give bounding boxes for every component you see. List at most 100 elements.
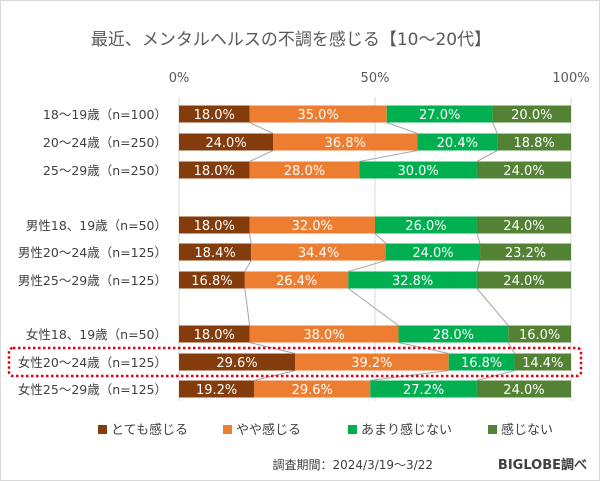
legend-label: とても感じる <box>111 422 188 438</box>
series-connector-line <box>370 370 449 381</box>
data-label: 27.0% <box>419 108 460 123</box>
data-label: 24.0% <box>205 136 246 151</box>
bar-segment <box>492 105 571 123</box>
data-label: 38.0% <box>303 328 344 343</box>
bar-segment <box>480 243 571 261</box>
data-label: 26.4% <box>276 274 317 289</box>
bar-segment <box>476 216 571 234</box>
bar-segment <box>249 216 375 234</box>
bar-segment <box>179 133 274 151</box>
series-connector-line <box>476 150 498 162</box>
x-tick-label: 0% <box>169 71 190 86</box>
legend-swatch <box>98 425 107 434</box>
legend-label: あまり感じない <box>361 422 452 438</box>
bar-segment <box>179 105 250 123</box>
data-label: 20.4% <box>437 136 478 151</box>
data-label: 29.6% <box>216 356 257 371</box>
bar-segment <box>179 353 296 371</box>
data-label: 23.2% <box>505 246 546 261</box>
bar-segment <box>476 161 571 179</box>
bar-segment <box>244 271 349 289</box>
series-connector-line <box>374 233 387 244</box>
bar-segment <box>417 133 498 151</box>
data-label: 24.0% <box>503 383 544 398</box>
data-label: 18.4% <box>194 246 235 261</box>
survey-period: 調査期間：2024/3/19～3/22 <box>273 458 433 472</box>
bar-segment <box>508 325 571 343</box>
bar-segment <box>273 133 418 151</box>
category-label: 男性18、19歳（n=50） <box>26 218 167 233</box>
bar-segment <box>179 271 245 289</box>
data-label: 24.0% <box>503 219 544 234</box>
legend-swatch <box>488 425 497 434</box>
bar-segment <box>179 243 252 261</box>
category-label: 女性20～24歳（n=125） <box>18 355 167 370</box>
data-label: 19.2% <box>196 383 237 398</box>
data-label: 16.8% <box>191 274 232 289</box>
data-label: 35.0% <box>298 108 339 123</box>
bar-segment <box>179 161 250 179</box>
legend-label: やや感じる <box>236 422 301 438</box>
bar-segment <box>249 325 399 343</box>
data-label: 20.0% <box>511 108 552 123</box>
series-connector-line <box>476 288 509 326</box>
data-label: 16.0% <box>519 328 560 343</box>
x-tick-label: 50% <box>361 71 390 86</box>
series-connector-line <box>249 150 274 162</box>
category-label: 男性25～29歳（n=125） <box>18 273 167 288</box>
data-label: 18.8% <box>513 136 554 151</box>
data-label: 27.2% <box>403 383 444 398</box>
data-label: 18.0% <box>194 328 235 343</box>
bar-segment <box>476 271 571 289</box>
series-connector-line <box>254 370 296 381</box>
bar-segment <box>476 380 571 398</box>
data-label: 30.0% <box>397 164 438 179</box>
data-label: 39.2% <box>351 356 392 371</box>
bar-segment <box>497 133 571 151</box>
bar-segment <box>385 243 481 261</box>
series-connector-line <box>386 122 418 134</box>
series-connector-line <box>476 370 515 381</box>
brand-credit: BIGLOBE調べ <box>498 457 587 473</box>
bar-segment <box>179 380 255 398</box>
series-connector-line <box>476 233 481 244</box>
series-connector-line <box>348 288 399 326</box>
bar-segment <box>375 216 477 234</box>
data-label: 14.4% <box>522 356 563 371</box>
series-connector-line <box>359 150 418 162</box>
bar-segment <box>448 353 515 371</box>
data-label: 36.8% <box>325 136 366 151</box>
data-label: 24.0% <box>412 246 453 261</box>
bar-segment <box>251 243 386 261</box>
category-label: 男性20～24歳（n=125） <box>18 245 167 260</box>
data-label: 28.0% <box>284 164 325 179</box>
data-label: 32.8% <box>392 274 433 289</box>
bar-segment <box>370 380 477 398</box>
legend-swatch <box>223 425 232 434</box>
category-label: 女性25～29歳（n=125） <box>18 382 167 397</box>
bar-segment <box>359 161 477 179</box>
bar-segment <box>295 353 449 371</box>
data-label: 32.0% <box>292 219 333 234</box>
bar-segment <box>179 216 250 234</box>
highlight-box <box>7 346 583 378</box>
series-connector-line <box>244 260 252 272</box>
data-label: 28.0% <box>433 328 474 343</box>
data-label: 26.0% <box>405 219 446 234</box>
data-label: 24.0% <box>503 274 544 289</box>
series-connector-line <box>348 260 387 272</box>
bar-segment <box>249 161 360 179</box>
bar-segment <box>398 325 509 343</box>
bar-segment <box>254 380 371 398</box>
data-label: 18.0% <box>194 219 235 234</box>
category-label: 20～24歳（n=250） <box>43 135 167 150</box>
category-label: 25～29歳（n=250） <box>43 163 167 178</box>
data-label: 16.8% <box>461 356 502 371</box>
series-connector-line <box>476 260 481 272</box>
category-label: 18～19歳（n=100） <box>43 107 167 122</box>
series-connector-line <box>492 122 498 134</box>
data-label: 29.6% <box>292 383 333 398</box>
chart-title: 最近、メンタルヘルスの不調を感じる【10～20代】 <box>91 30 491 50</box>
